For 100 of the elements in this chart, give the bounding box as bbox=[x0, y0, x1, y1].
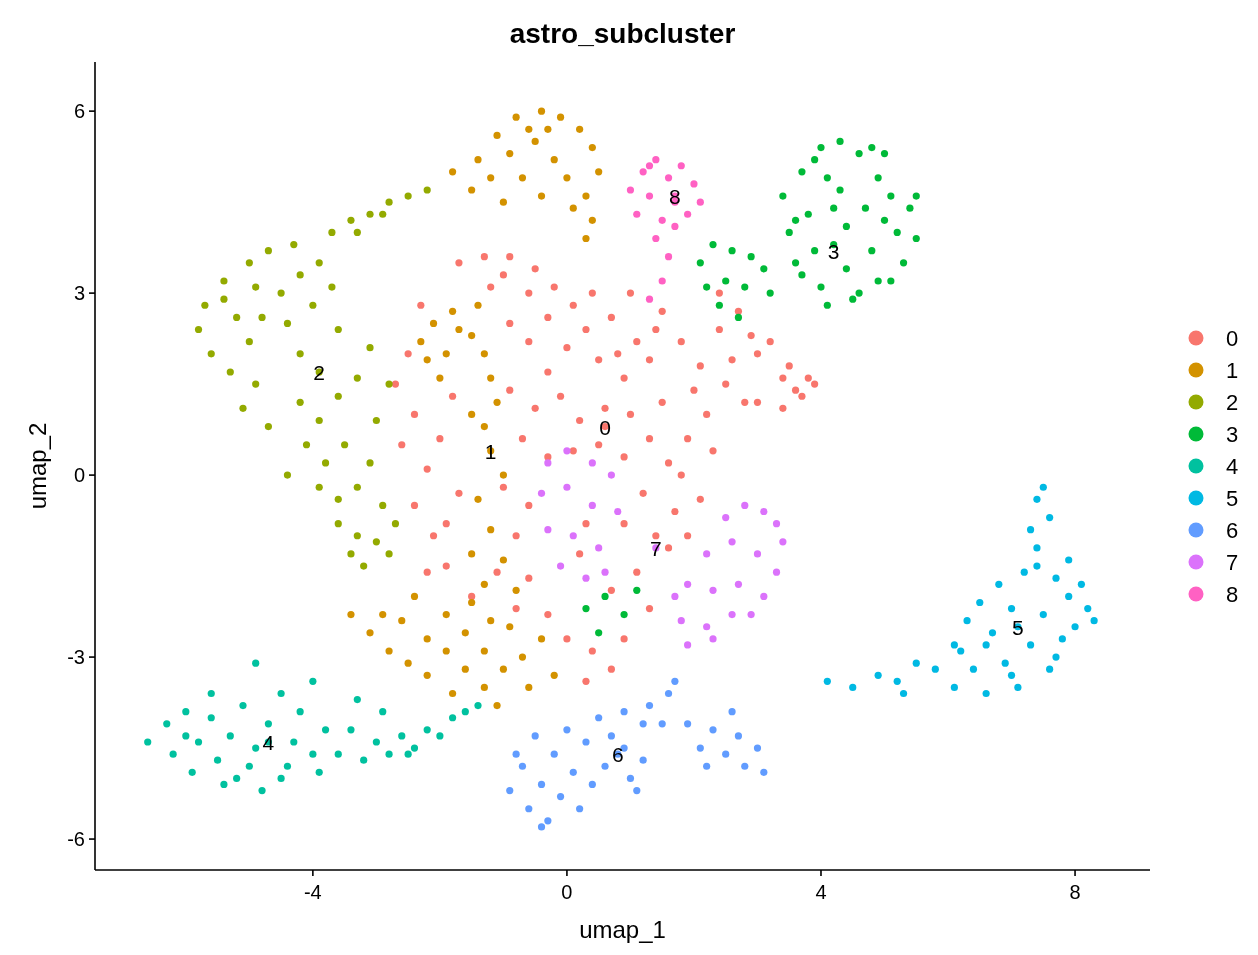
point bbox=[372, 538, 380, 546]
point bbox=[233, 313, 241, 321]
point bbox=[874, 671, 882, 679]
point bbox=[169, 750, 177, 758]
point bbox=[1046, 665, 1054, 673]
point bbox=[836, 186, 844, 194]
point bbox=[595, 629, 603, 637]
point bbox=[588, 459, 596, 467]
point bbox=[1033, 544, 1041, 552]
point bbox=[1039, 483, 1047, 491]
point bbox=[576, 805, 584, 813]
point bbox=[544, 817, 552, 825]
point bbox=[366, 210, 374, 218]
point bbox=[1033, 495, 1041, 503]
point bbox=[1065, 556, 1073, 564]
point bbox=[658, 720, 666, 728]
point bbox=[309, 301, 317, 309]
point bbox=[1052, 574, 1060, 582]
point bbox=[213, 756, 222, 764]
point bbox=[772, 568, 781, 576]
point bbox=[1058, 635, 1066, 643]
point bbox=[988, 629, 997, 637]
point bbox=[709, 726, 717, 734]
point bbox=[423, 186, 431, 194]
point bbox=[601, 568, 609, 576]
legend-label: 7 bbox=[1226, 549, 1239, 575]
point bbox=[544, 526, 552, 534]
point bbox=[639, 720, 647, 728]
point bbox=[728, 708, 736, 716]
point bbox=[366, 344, 374, 352]
point bbox=[664, 253, 673, 261]
point bbox=[385, 550, 393, 558]
point bbox=[518, 762, 527, 770]
point bbox=[525, 805, 533, 813]
point bbox=[912, 659, 920, 667]
annotation: 8 bbox=[669, 184, 681, 208]
point bbox=[684, 641, 692, 649]
point bbox=[569, 532, 577, 540]
point bbox=[252, 283, 260, 291]
point bbox=[334, 392, 342, 400]
point bbox=[379, 708, 387, 716]
point bbox=[982, 689, 990, 698]
point bbox=[645, 702, 654, 710]
point bbox=[277, 689, 285, 698]
point bbox=[296, 271, 304, 279]
point bbox=[747, 611, 755, 619]
point bbox=[671, 592, 679, 601]
point bbox=[785, 228, 793, 237]
point bbox=[347, 550, 355, 558]
point bbox=[385, 750, 393, 758]
point bbox=[887, 192, 895, 200]
point bbox=[277, 774, 285, 782]
point bbox=[722, 513, 730, 522]
point bbox=[811, 247, 819, 255]
y-tick-label: -6 bbox=[67, 828, 85, 851]
point bbox=[220, 295, 228, 303]
point bbox=[804, 210, 812, 218]
point bbox=[283, 762, 292, 770]
point bbox=[296, 350, 304, 358]
point bbox=[601, 592, 609, 601]
point bbox=[334, 325, 342, 334]
point bbox=[817, 143, 825, 152]
point bbox=[817, 283, 825, 291]
point bbox=[309, 750, 317, 758]
point bbox=[760, 265, 768, 273]
legend-label: 0 bbox=[1226, 325, 1239, 351]
point bbox=[626, 774, 635, 782]
point bbox=[385, 198, 393, 206]
point bbox=[563, 447, 571, 455]
point bbox=[245, 338, 253, 346]
point bbox=[353, 483, 361, 491]
point bbox=[823, 174, 831, 182]
point bbox=[194, 325, 203, 334]
point bbox=[239, 702, 247, 710]
point bbox=[620, 611, 628, 619]
point bbox=[696, 259, 704, 267]
point bbox=[658, 277, 666, 285]
x-axis-title: umap_1 bbox=[579, 916, 666, 943]
point bbox=[868, 247, 876, 255]
point bbox=[290, 738, 298, 746]
point bbox=[753, 744, 762, 752]
point bbox=[353, 532, 361, 540]
point bbox=[601, 762, 609, 770]
x-tick-label: 4 bbox=[815, 881, 827, 903]
point bbox=[645, 162, 654, 170]
point bbox=[385, 380, 393, 388]
point bbox=[652, 234, 660, 243]
point bbox=[360, 562, 368, 570]
point bbox=[703, 550, 711, 558]
point bbox=[366, 459, 374, 467]
point bbox=[614, 507, 622, 516]
point bbox=[341, 441, 349, 449]
point bbox=[779, 192, 787, 200]
point bbox=[1039, 611, 1047, 619]
point bbox=[696, 744, 704, 752]
point bbox=[334, 750, 342, 758]
point bbox=[264, 720, 272, 728]
point bbox=[982, 641, 990, 649]
point bbox=[880, 150, 889, 158]
point bbox=[537, 780, 546, 789]
